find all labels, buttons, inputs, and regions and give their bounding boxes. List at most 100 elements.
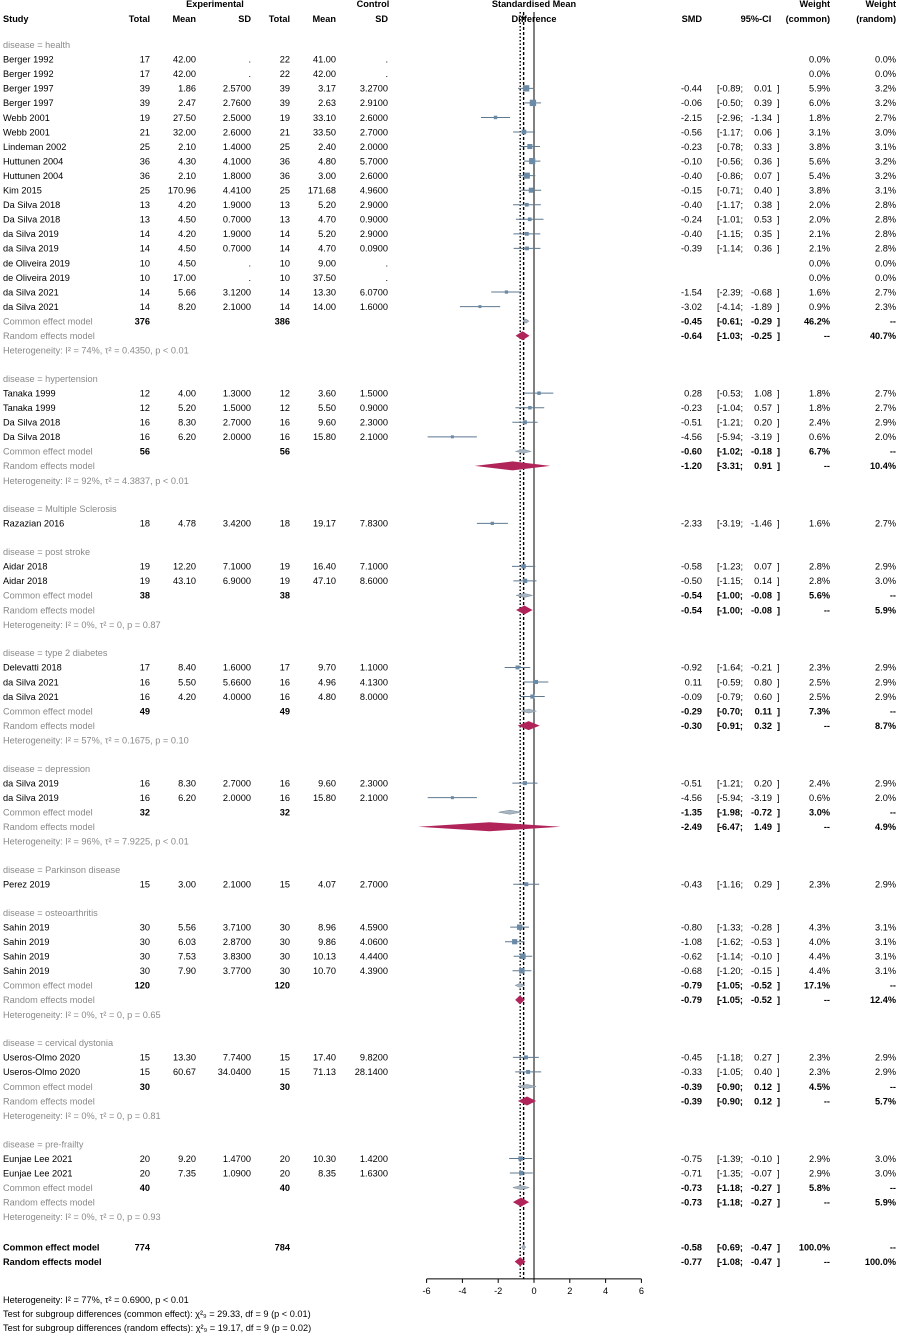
ctrl-total-cell: 16 — [280, 677, 290, 687]
ctrl-sd-cell: 2.9000 — [360, 229, 388, 239]
smd-cell: -0.58 — [681, 562, 702, 572]
ci-lower-cell: -1.05; — [719, 981, 743, 991]
exp-total-cell: 12 — [140, 403, 150, 413]
ctrl-total-header: Total — [269, 14, 290, 24]
ci-upper-cell: -0.18 — [751, 447, 772, 457]
ctrl-mean-cell: 15.80 — [313, 793, 336, 803]
ci-bracket-close: ] — [777, 1096, 780, 1106]
exp-sd-cell: . — [248, 273, 251, 283]
exp-mean-cell: 8.20 — [178, 302, 196, 312]
study-square — [522, 85, 530, 92]
ctrl-mean-cell: 10.13 — [313, 952, 336, 962]
smd-cell: -0.33 — [681, 1067, 702, 1077]
ci-lower-cell: -0.91; — [719, 721, 743, 731]
exp-mean-cell: 1.86 — [178, 84, 196, 94]
exp-mean-cell: 8.30 — [178, 778, 196, 788]
weight-common-cell: 3.1% — [809, 127, 830, 137]
ctrl-mean-header: Mean — [313, 14, 337, 24]
study-square — [530, 694, 535, 699]
x-tick-label: -4 — [458, 1286, 466, 1296]
ci-bracket-close: ] — [777, 793, 780, 803]
weight-common-cell: 2.8% — [809, 576, 830, 586]
ctrl-sd-cell: 8.6000 — [360, 576, 388, 586]
heterogeneity-note: Heterogeneity: I² = 57%, τ² = 0.1675, p … — [3, 735, 189, 745]
smd-cell: -0.09 — [681, 692, 702, 702]
ci-bracket-close: ] — [777, 388, 780, 398]
study-name: Eunjae Lee 2021 — [3, 1168, 72, 1178]
ctrl-total-cell: 16 — [280, 432, 290, 442]
exp-total-cell: 17 — [140, 663, 150, 673]
exp-mean-cell: 43.10 — [173, 576, 196, 586]
weight-common-cell: 1.8% — [809, 113, 830, 123]
ctrl-total-cell: 15 — [280, 880, 290, 890]
weight-common-cell: 6.7% — [809, 447, 830, 457]
weight-random-cell: 2.9% — [875, 677, 896, 687]
exp-total-cell: 36 — [140, 156, 150, 166]
study-square — [504, 290, 509, 294]
random-effects-label: Random effects model — [3, 605, 95, 615]
ci-upper-cell: 0.91 — [754, 461, 772, 471]
weight-random-cell: 40.7% — [870, 331, 896, 341]
footer-notes: Heterogeneity: I² = 77%, τ² = 0.6900, p … — [3, 1295, 311, 1333]
ci-lower-cell: -1.18; — [719, 1183, 743, 1193]
heterogeneity-note: Heterogeneity: I² = 74%, τ² = 0.4350, p … — [3, 346, 189, 356]
common-diamond — [522, 318, 530, 324]
study-square — [521, 129, 527, 135]
ctrl-total-cell: 16 — [280, 418, 290, 428]
smd-cell: -0.60 — [681, 447, 702, 457]
study-name: Berger 1997 — [3, 98, 54, 108]
overall-weight-random: 100.0% — [865, 1257, 896, 1267]
exp-mean-cell: 4.50 — [178, 258, 196, 268]
random-diamond — [517, 1096, 537, 1106]
weight-random-cell: 0.0% — [875, 55, 896, 65]
exp-mean-cell: 12.20 — [173, 562, 196, 572]
ci-bracket-close: ] — [777, 1242, 780, 1252]
common-effect-label: Common effect model — [3, 1082, 93, 1092]
ctrl-mean-cell: 13.30 — [313, 287, 336, 297]
common-effect-label: Common effect model — [3, 447, 93, 457]
ctrl-mean-cell: 17.40 — [313, 1053, 336, 1063]
ci-bracket-close: ] — [777, 952, 780, 962]
ctrl-mean-cell: 9.60 — [318, 418, 336, 428]
ci-bracket-close: ] — [777, 663, 780, 673]
study-square — [527, 217, 532, 222]
ci-bracket-close: ] — [777, 880, 780, 890]
ci-bracket-close: ] — [777, 1183, 780, 1193]
weight-random-cell: 2.9% — [875, 880, 896, 890]
ci-upper-cell: 0.57 — [754, 403, 772, 413]
weight-random-cell: 0.0% — [875, 258, 896, 268]
ci-lower-cell: -0.59; — [720, 677, 744, 687]
ctrl-sd-cell: 4.5900 — [360, 922, 388, 932]
weight-common-cell: -- — [824, 331, 830, 341]
heterogeneity-note: Heterogeneity: I² = 92%, τ² = 4.3837, p … — [3, 476, 189, 486]
weight-common-cell: 1.6% — [809, 287, 830, 297]
ci-lower-cell: -1.05; — [719, 995, 743, 1005]
ctrl-sd-cell: . — [385, 55, 388, 65]
ctrl-total-cell: 13 — [280, 215, 290, 225]
ci-upper-cell: 0.06 — [754, 127, 772, 137]
ci-upper-cell: -0.08 — [751, 591, 772, 601]
ci-bracket-close: ] — [777, 1053, 780, 1063]
weight-common-cell: -- — [824, 461, 830, 471]
weight-common-cell: 4.0% — [809, 937, 830, 947]
ctrl-sd-cell: 2.3000 — [360, 778, 388, 788]
ctrl-sd-cell: 1.6000 — [360, 302, 388, 312]
weight-random-cell: 3.2% — [875, 156, 896, 166]
ctrl-mean-cell: 19.17 — [313, 519, 336, 529]
weight-random-sub: (random) — [856, 14, 896, 24]
study-square — [519, 968, 525, 974]
ci-bracket-open: [ — [717, 84, 720, 94]
weight-random-cell: 2.9% — [875, 418, 896, 428]
exp-total-cell: 30 — [140, 922, 150, 932]
ci-upper-cell: 0.36 — [754, 244, 772, 254]
study-square — [512, 939, 518, 945]
ci-bracket-open: [ — [717, 229, 720, 239]
exp-mean-cell: 27.50 — [173, 113, 196, 123]
ctrl-total-cell: 10 — [280, 273, 290, 283]
ci-upper-cell: 0.29 — [754, 880, 772, 890]
ci-bracket-open: [ — [717, 808, 720, 818]
ctrl-total-sum: 40 — [280, 1183, 290, 1193]
ci-bracket-close: ] — [777, 576, 780, 586]
weight-common-cell: 2.1% — [809, 229, 830, 239]
